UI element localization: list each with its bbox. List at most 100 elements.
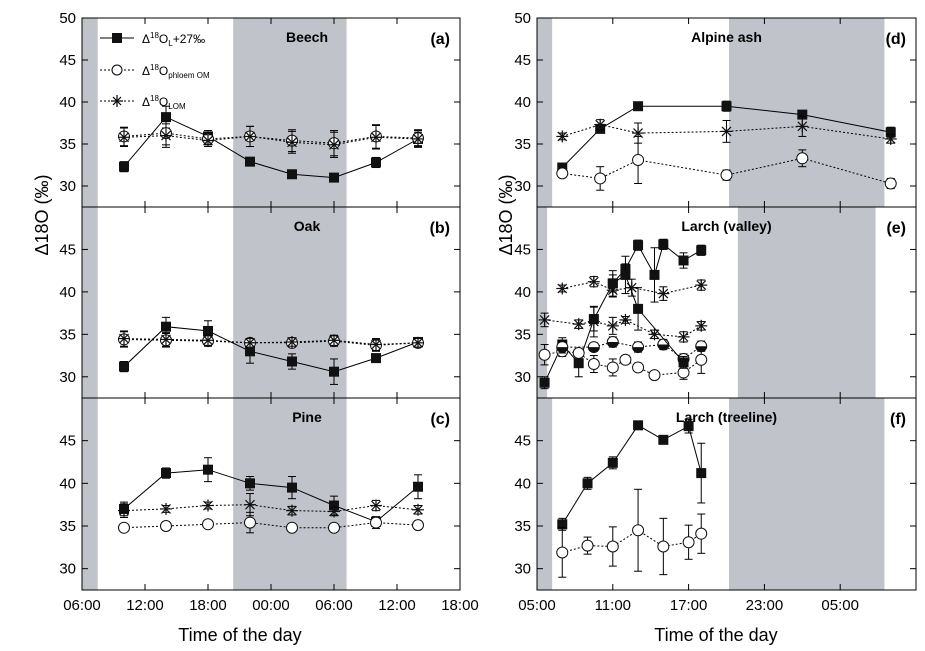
series-line (123, 116, 419, 179)
panel-letter: (e) (886, 220, 906, 237)
series-line (123, 326, 419, 373)
data-point (287, 169, 297, 180)
data-point (286, 504, 298, 517)
data-point (594, 172, 607, 185)
data-point (607, 278, 618, 289)
series-asterisk (118, 123, 424, 158)
x-tick-label: 18:00 (189, 597, 227, 614)
data-point (160, 129, 172, 142)
data-point (721, 101, 732, 112)
data-point (370, 131, 382, 144)
night-band (737, 207, 876, 398)
data-point (538, 313, 551, 326)
data-point (657, 287, 670, 300)
data-point (557, 519, 568, 530)
legend-label-leaf-water: Δ18OL+27‰ (142, 31, 205, 48)
x-tick-label: 18:00 (441, 597, 479, 614)
y-tick-label: 50 (59, 10, 76, 27)
night-band (537, 18, 553, 207)
data-point (412, 336, 424, 349)
data-point (633, 420, 644, 431)
y-tick-label: 30 (59, 561, 76, 578)
data-point (677, 330, 690, 343)
y-tick-label: 30 (59, 178, 76, 195)
panel-title: Oak (294, 218, 321, 234)
panel-title: Alpine ash (691, 29, 762, 45)
data-point (678, 357, 689, 368)
data-point (556, 546, 569, 559)
data-point (657, 540, 670, 553)
night-band (537, 398, 553, 590)
y-tick-label: 50 (514, 10, 531, 27)
y-tick-label: 35 (59, 518, 76, 535)
y-tick-label: 45 (59, 433, 76, 450)
data-point (118, 504, 130, 517)
series-line (561, 424, 702, 525)
data-point (695, 279, 708, 292)
series-line (123, 338, 419, 346)
data-point (244, 516, 256, 529)
data-point (620, 269, 631, 280)
data-point (582, 478, 593, 489)
y-tick-label: 35 (514, 326, 531, 343)
data-point (245, 478, 255, 489)
data-point (607, 457, 618, 468)
night-band (82, 207, 98, 398)
legend-item-lom: Δ18OLOM (100, 94, 186, 111)
series-line (123, 338, 419, 346)
data-point (412, 132, 424, 145)
data-point (658, 239, 669, 250)
data-point (884, 132, 897, 145)
data-point (286, 335, 298, 348)
data-point (203, 325, 213, 336)
data-point (538, 348, 551, 361)
plot-frame (536, 397, 917, 591)
y-tick-label: 35 (59, 326, 76, 343)
data-point (328, 334, 340, 347)
series-asterisk (118, 330, 424, 351)
data-point (370, 338, 382, 351)
x-tick-label: 23:00 (746, 597, 784, 614)
series-line (123, 135, 419, 146)
y-tick-label: 30 (514, 178, 531, 195)
panel-d: 30 35 40 45 50 Alpine ash (d) (514, 10, 917, 208)
x-tick-label: 06:00 (63, 597, 101, 614)
data-point (632, 127, 645, 140)
data-point (648, 369, 661, 382)
series-line (123, 504, 419, 513)
data-point (328, 505, 340, 518)
data-point (244, 498, 256, 511)
data-point (632, 341, 645, 354)
x-tick-label: 05:00 (518, 597, 556, 614)
data-point (328, 138, 340, 151)
data-point (370, 499, 382, 512)
x-tick-label: 11:00 (595, 597, 631, 614)
panels: 30 35 40 45 50 Beech (a) 30 35 40 45 Oak (b) 30 35 40 45… (59, 10, 917, 614)
data-point (572, 318, 585, 331)
series-open-circle (556, 488, 708, 578)
data-point (202, 499, 214, 512)
y-tick-label: 45 (514, 241, 531, 258)
data-point (606, 319, 619, 332)
data-point (587, 358, 600, 371)
data-point (884, 177, 897, 190)
panel-c: 30 35 40 45 06:00 12:00 18:00 00:00 06:00 12:00 18… (59, 397, 479, 614)
data-point (797, 109, 808, 120)
data-point (556, 130, 569, 143)
panel-f: 30 35 40 45 05:00 11:00 17:00 23:00 05:00 Larch (… (514, 397, 917, 614)
data-point (695, 527, 708, 540)
data-point (678, 255, 689, 266)
data-point (581, 539, 594, 552)
x-tick-label: 17:00 (670, 597, 708, 614)
data-point (329, 366, 339, 377)
data-point (286, 136, 298, 149)
y-tick-label: 40 (514, 94, 531, 111)
series-line (123, 132, 419, 144)
data-point (202, 134, 214, 147)
x-axis-title-left: Time of the day (178, 625, 301, 645)
legend-item-leaf-water: Δ18OL+27‰ (100, 31, 205, 48)
data-point (633, 303, 644, 314)
data-point (633, 240, 644, 251)
series-open-circle (556, 135, 897, 191)
